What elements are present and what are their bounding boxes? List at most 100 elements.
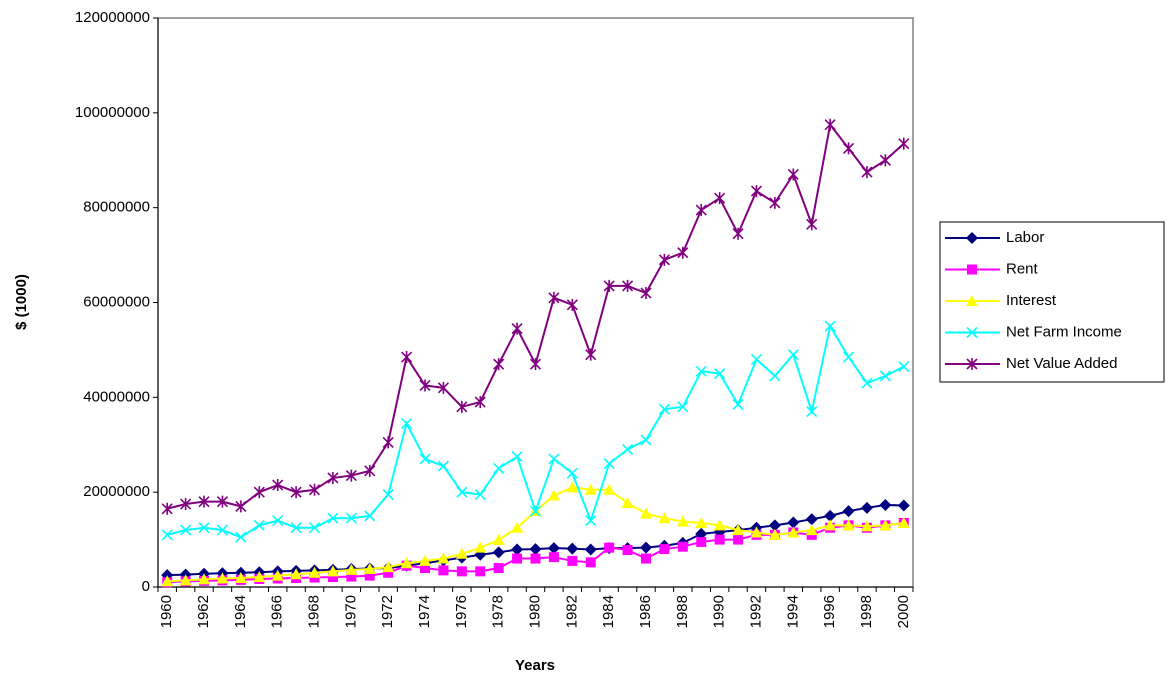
- marker: [198, 495, 210, 508]
- x-tick-label: 1978: [490, 595, 507, 628]
- x-tick-label: 1982: [563, 595, 580, 628]
- marker: [824, 509, 837, 522]
- marker: [216, 524, 229, 536]
- x-tick-label: 1996: [821, 595, 838, 628]
- x-tick-label: 1970: [342, 595, 359, 628]
- marker: [676, 515, 689, 527]
- legend-marker: [966, 326, 978, 339]
- y-tick-label: 60000000: [83, 293, 150, 310]
- marker: [585, 348, 597, 361]
- marker: [585, 557, 596, 568]
- marker: [604, 542, 615, 553]
- marker: [639, 541, 652, 554]
- marker: [308, 566, 321, 578]
- marker: [161, 529, 173, 541]
- y-tick-label: 0: [142, 578, 150, 595]
- marker: [879, 370, 891, 382]
- marker: [677, 401, 689, 413]
- marker: [419, 554, 432, 566]
- marker: [566, 467, 578, 479]
- marker: [492, 534, 505, 546]
- marker: [180, 524, 192, 536]
- marker: [511, 543, 524, 556]
- marker: [253, 571, 266, 583]
- marker: [345, 563, 358, 575]
- marker: [401, 417, 413, 429]
- y-axis-title: $ (1000): [13, 274, 30, 330]
- marker: [713, 519, 726, 531]
- marker: [768, 519, 781, 532]
- marker: [787, 526, 800, 538]
- marker: [695, 204, 707, 217]
- marker: [547, 542, 560, 555]
- marker: [548, 453, 560, 465]
- x-tick-label: 1980: [526, 595, 543, 628]
- marker: [567, 555, 578, 566]
- x-tick-label: 2000: [895, 595, 912, 628]
- marker: [879, 154, 891, 167]
- marker: [364, 464, 376, 477]
- marker: [842, 142, 855, 155]
- marker: [511, 322, 523, 335]
- marker: [659, 544, 670, 555]
- marker: [879, 519, 892, 531]
- marker: [860, 501, 873, 514]
- marker: [530, 553, 541, 564]
- marker: [621, 497, 634, 509]
- marker: [769, 196, 781, 209]
- marker: [769, 370, 781, 382]
- marker: [806, 218, 818, 231]
- y-tick-label: 20000000: [83, 483, 150, 500]
- marker: [603, 483, 616, 495]
- marker: [861, 377, 873, 389]
- marker: [750, 526, 763, 538]
- x-tick-label: 1966: [269, 595, 286, 628]
- marker: [622, 443, 634, 456]
- marker: [750, 185, 763, 198]
- marker: [364, 510, 376, 522]
- marker: [658, 512, 671, 524]
- marker: [474, 541, 487, 553]
- marker: [475, 566, 486, 577]
- legend-label: Labor: [1006, 229, 1044, 246]
- marker: [216, 572, 229, 584]
- marker: [253, 486, 265, 499]
- marker: [806, 405, 818, 418]
- x-tick-label: 1968: [305, 595, 322, 628]
- marker: [677, 246, 689, 259]
- marker: [695, 365, 707, 377]
- marker: [824, 320, 836, 332]
- marker: [639, 507, 652, 519]
- marker: [566, 542, 579, 555]
- marker: [419, 379, 431, 392]
- marker: [401, 351, 413, 364]
- marker: [733, 534, 744, 545]
- marker: [290, 568, 303, 580]
- x-tick-label: 1962: [195, 595, 212, 628]
- marker: [714, 534, 725, 545]
- marker: [898, 360, 910, 373]
- marker: [345, 512, 357, 524]
- marker: [493, 462, 505, 475]
- marker: [585, 515, 597, 527]
- x-tick-label: 1976: [453, 595, 470, 628]
- marker: [363, 562, 376, 574]
- marker: [198, 573, 211, 585]
- marker: [566, 481, 579, 493]
- marker: [493, 563, 504, 574]
- marker: [584, 543, 597, 556]
- marker: [161, 502, 173, 515]
- marker: [640, 553, 651, 564]
- x-tick-label: 1998: [858, 595, 875, 628]
- marker: [235, 500, 247, 513]
- x-tick-label: 1988: [674, 595, 691, 628]
- marker: [842, 505, 855, 518]
- marker: [805, 524, 818, 536]
- marker: [308, 483, 321, 496]
- x-tick-label: 1974: [416, 595, 433, 628]
- marker: [787, 168, 799, 181]
- x-tick-label: 1992: [747, 595, 764, 628]
- marker: [695, 527, 708, 540]
- marker: [842, 351, 855, 363]
